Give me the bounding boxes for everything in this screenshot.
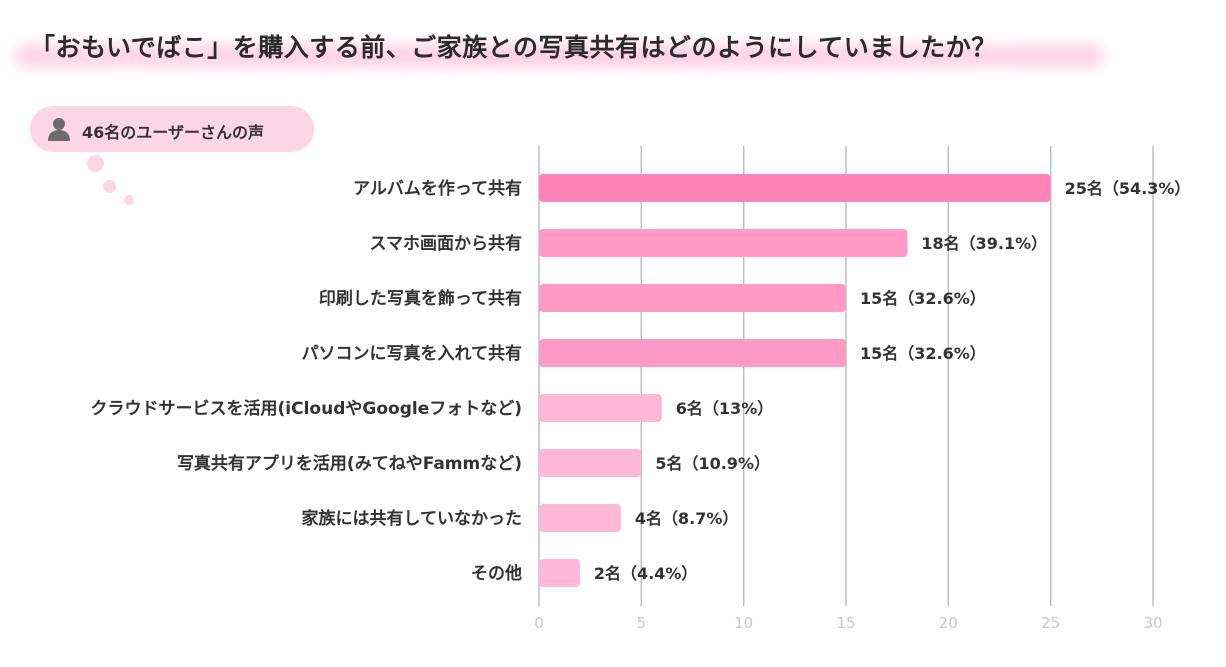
- bubble-tail-dot: [87, 155, 104, 172]
- x-tick-label: 10: [734, 614, 753, 632]
- category-label: その他: [471, 563, 522, 584]
- bar: [539, 229, 908, 257]
- title-area: 「おもいでばこ」を購入する前、ご家族との写真共有はどのようにしていましたか？: [14, 22, 1104, 72]
- x-tick-label: 0: [534, 614, 544, 632]
- data-label: 18名（39.1%）: [921, 234, 1047, 253]
- data-label: 4名（8.7%）: [635, 509, 739, 528]
- data-label: 25名（54.3%）: [1065, 179, 1191, 198]
- data-label: 2名（4.4%）: [594, 564, 698, 583]
- bar: [539, 504, 621, 532]
- data-label: 15名（32.6%）: [860, 289, 986, 308]
- bar: [539, 174, 1051, 202]
- category-label: 写真共有アプリを活用(みてねやFammなど): [177, 453, 522, 474]
- data-label: 5名（10.9%）: [655, 454, 770, 473]
- x-tick-label: 20: [939, 614, 958, 632]
- bubble-tail-dot: [103, 180, 116, 193]
- data-label: 15名（32.6%）: [860, 344, 986, 363]
- title-highlight: [14, 44, 1104, 68]
- category-label: パソコンに写真を入れて共有: [302, 343, 523, 364]
- x-tick-label: 5: [637, 614, 647, 632]
- bar: [539, 284, 846, 312]
- chart-title: 「おもいでばこ」を購入する前、ご家族との写真共有はどのようにしていましたか？: [30, 33, 997, 62]
- bar: [539, 559, 580, 587]
- category-label: 家族には共有していなかった: [302, 508, 523, 529]
- category-label: クラウドサービスを活用(iCloudやGoogleフォトなど): [91, 398, 522, 419]
- bar: [539, 339, 846, 367]
- x-tick-label: 15: [836, 614, 855, 632]
- bar: [539, 394, 662, 422]
- category-label: 印刷した写真を飾って共有: [319, 288, 522, 309]
- category-label: スマホ画面から共有: [370, 233, 523, 254]
- x-tick-label: 25: [1041, 614, 1060, 632]
- bar: [539, 449, 642, 477]
- category-label: アルバムを作って共有: [353, 178, 522, 199]
- x-tick-label: 30: [1143, 614, 1162, 632]
- respondents-bubble: 46名のユーザーさんの声: [30, 106, 314, 152]
- bubble-tail-dot: [124, 195, 134, 205]
- respondents-label: 46名のユーザーさんの声: [82, 123, 264, 142]
- person-icon: [48, 118, 70, 141]
- data-label: 6名（13%）: [676, 399, 773, 418]
